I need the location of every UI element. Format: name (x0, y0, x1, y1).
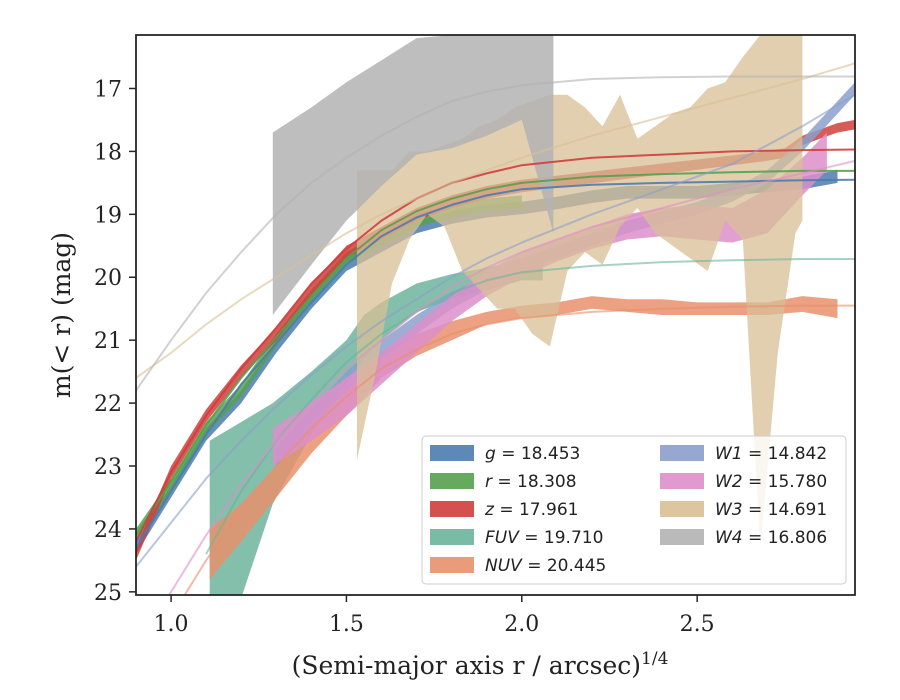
y-tick-label: 21 (94, 329, 122, 354)
y-tick-label: 23 (94, 455, 122, 480)
model-curve-w2 (168, 159, 855, 595)
legend-swatch-w1 (660, 445, 704, 461)
model-curve-r (136, 169, 855, 536)
x-tick-label: 1.5 (329, 612, 364, 637)
model-curve-w4 (136, 75, 855, 392)
band-w4 (272, 35, 554, 315)
legend-label-nuv: NUV = 20.445 (485, 556, 606, 576)
y-axis: 17 18 19 20 21 22 23 24 25 (94, 77, 136, 606)
model-curves (136, 62, 855, 595)
y-tick-label: 24 (94, 518, 122, 543)
y-tick-label: 18 (94, 140, 122, 165)
legend-swatch-w4 (660, 529, 704, 545)
legend-label-w2: W2 = 15.780 (715, 472, 827, 492)
y-tick-label: 17 (94, 77, 122, 102)
legend-label-z: z = 17.961 (484, 500, 578, 520)
y-tick-label: 19 (94, 203, 122, 228)
x-axis: 1.0 1.5 2.0 2.5 (154, 595, 715, 637)
legend-swatch-r (430, 473, 474, 489)
legend-label-r: r = 18.308 (485, 472, 577, 492)
x-tick-label: 2.0 (504, 612, 539, 637)
plot-frame (135, 34, 856, 596)
y-axis-title: m(< r) (mag) (47, 232, 76, 398)
x-tick-label: 1.0 (154, 612, 189, 637)
legend-swatch-nuv (430, 557, 474, 573)
model-curve-nuv (183, 304, 855, 595)
legend-swatch-w3 (660, 501, 704, 517)
model-curve-w3 (136, 62, 855, 379)
model-curve-w1 (136, 93, 855, 568)
legend-label-g: g = 18.453 (485, 444, 580, 464)
legend-swatch-fuv (430, 529, 474, 545)
legend-label-fuv: FUV = 19.710 (485, 528, 603, 548)
model-curve-g (136, 178, 855, 549)
legend-box (421, 435, 847, 585)
x-axis-title-text: (Semi-major axis r / arcsec) (292, 651, 641, 680)
legend-label-w1: W1 = 14.842 (715, 444, 827, 464)
x-axis-title: (Semi-major axis r / arcsec)1/4 (292, 649, 669, 680)
x-axis-title-superscript: 1/4 (641, 649, 668, 669)
y-tick-label: 20 (94, 266, 122, 291)
legend-swatch-z (430, 501, 474, 517)
legend-swatch-w2 (660, 473, 704, 489)
x-tick-label: 2.5 (680, 612, 715, 637)
legend-label-w4: W4 = 16.806 (715, 528, 827, 548)
band-w3 (357, 35, 803, 548)
legend-swatch-g (430, 445, 474, 461)
legend: g = 18.453 r = 18.308 z = 17.961 FUV = 19.7… (421, 435, 847, 585)
y-tick-label: 25 (94, 581, 122, 606)
y-tick-label: 22 (94, 392, 122, 417)
legend-label-w3: W3 = 14.691 (715, 500, 827, 520)
